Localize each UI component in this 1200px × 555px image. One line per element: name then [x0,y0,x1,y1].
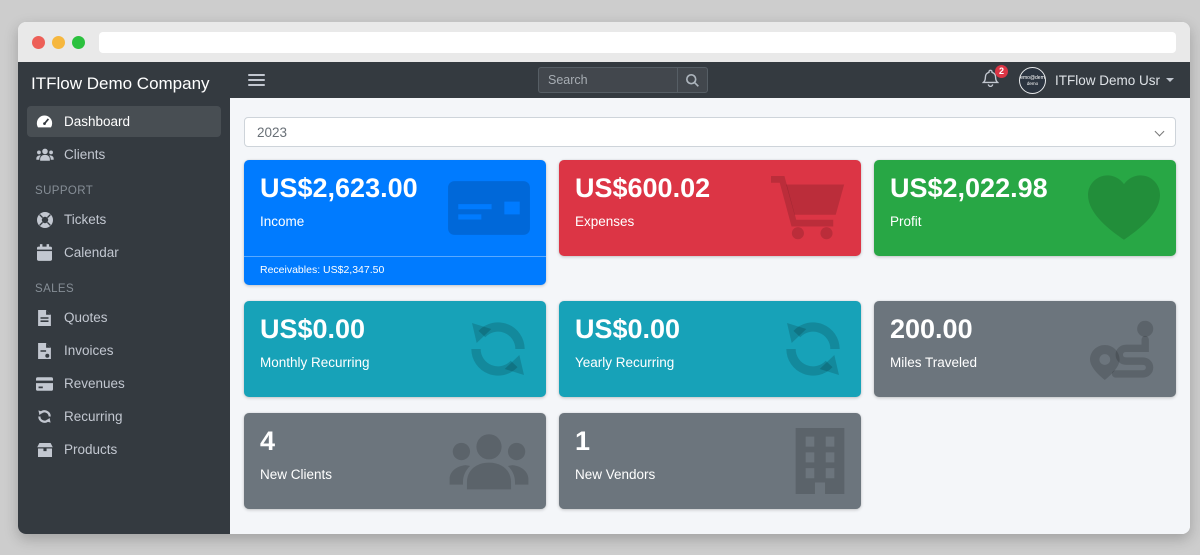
credit-card-icon [35,374,54,393]
card-value: US$2,623.00 [260,173,418,203]
users-icon [35,145,54,164]
monthly-recurring-card[interactable]: US$0.00 Monthly Recurring [244,301,546,397]
notification-badge: 2 [994,64,1008,78]
sidebar: ITFlow Demo Company Dashboard Clients SU… [18,62,230,534]
url-bar[interactable] [99,31,1176,53]
card-value: US$0.00 [260,314,366,344]
expenses-card[interactable]: US$600.02 Expenses [559,160,861,256]
sidebar-item-label: Tickets [64,212,107,227]
sidebar-header-sales: SALES [35,283,75,295]
card-label: New Clients [260,466,333,482]
sidebar-item-dashboard[interactable]: Dashboard [27,106,221,137]
card-value: 1 [575,426,591,456]
sidebar-item-label: Clients [64,147,106,162]
card-value: US$2,022.98 [890,173,1048,203]
profit-card[interactable]: US$2,022.98 Profit [874,160,1176,256]
card-footer: Receivables: US$2,347.50 [244,256,546,285]
sidebar-item-label: Calendar [64,245,119,260]
calendar-icon [35,243,54,262]
avatar-text: demo [1026,80,1039,86]
new-clients-card[interactable]: 4 New Clients [244,413,546,509]
caret-down-icon [1166,78,1174,82]
sync-icon [786,322,840,376]
brand-title[interactable]: ITFlow Demo Company [31,74,210,93]
close-button[interactable] [32,35,45,49]
avatar[interactable]: demo@demo demo [1018,66,1046,94]
building-icon [795,428,845,494]
bell-icon [981,69,1000,87]
user-menu[interactable]: ITFlow Demo Usr [1055,73,1174,88]
year-select-value: 2023 [257,124,288,140]
tachometer-icon [35,112,54,131]
sidebar-item-quotes[interactable]: Quotes [27,302,221,333]
card-value: 4 [260,426,276,456]
sidebar-item-label: Revenues [64,376,125,391]
route-icon [1090,320,1154,380]
card-label: Monthly Recurring [260,354,370,370]
card-label: Profit [890,213,922,229]
browser-titlebar [18,22,1190,62]
menu-toggle-icon[interactable] [248,74,265,86]
search-button[interactable] [677,67,708,93]
year-select[interactable]: 2023 [244,117,1176,147]
sidebar-item-label: Recurring [64,409,123,424]
sidebar-item-products[interactable]: Products [27,434,221,465]
box-icon [35,440,54,459]
yearly-recurring-card[interactable]: US$0.00 Yearly Recurring [559,301,861,397]
sidebar-header-support: SUPPORT [35,185,94,197]
heart-icon [1088,175,1160,240]
file-invoice-dollar-icon [35,341,54,360]
sidebar-item-label: Dashboard [64,114,131,129]
card-label: Miles Traveled [890,354,978,370]
sidebar-item-label: Invoices [64,343,114,358]
card-label: Expenses [575,213,635,229]
sidebar-item-invoices[interactable]: Invoices [27,335,221,366]
sidebar-item-revenues[interactable]: Revenues [27,368,221,399]
card-label: Income [260,213,305,229]
income-card[interactable]: US$2,623.00 Income Receivables: US$2,347… [244,160,546,285]
notifications-button[interactable]: 2 [981,64,1008,92]
card-value: US$600.02 [575,173,711,203]
chevron-down-icon [1154,126,1165,137]
sidebar-item-calendar[interactable]: Calendar [27,237,221,268]
sidebar-item-label: Quotes [64,310,108,325]
credit-card-icon [448,181,530,235]
browser-window: ITFlow Demo Company Dashboard Clients SU… [18,22,1190,534]
dashboard-content: 2023 US$2,623.00 Income Receivables: US$… [230,98,1190,534]
sidebar-item-clients[interactable]: Clients [27,139,221,170]
search-input[interactable] [538,67,677,93]
sidebar-item-recurring[interactable]: Recurring [27,401,221,432]
sync-icon [471,322,525,376]
card-value: US$0.00 [575,314,681,344]
minimize-button[interactable] [52,35,65,49]
search-icon [685,73,699,87]
card-label: New Vendors [575,466,656,482]
users-icon [449,434,529,490]
miles-traveled-card[interactable]: 200.00 Miles Traveled [874,301,1176,397]
card-label: Yearly Recurring [575,354,675,370]
top-navbar: 2 demo@demo demo ITFlow Demo Usr [230,62,1190,98]
life-ring-icon [35,210,54,229]
card-value: 200.00 [890,314,973,344]
search-form [538,67,708,93]
maximize-button[interactable] [72,35,85,49]
shopping-cart-icon [771,176,845,240]
sidebar-item-label: Products [64,442,118,457]
traffic-lights [32,35,85,49]
sync-icon [35,407,54,426]
new-vendors-card[interactable]: 1 New Vendors [559,413,861,509]
file-icon [35,308,54,327]
user-name-label: ITFlow Demo Usr [1054,72,1160,88]
avatar-text: demo@demo [1020,74,1046,81]
sidebar-item-tickets[interactable]: Tickets [27,204,221,235]
